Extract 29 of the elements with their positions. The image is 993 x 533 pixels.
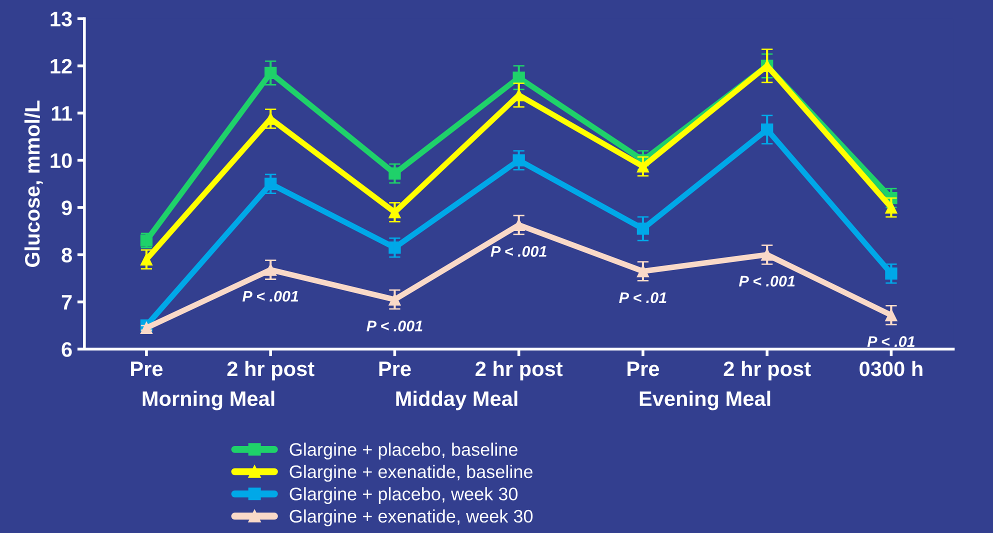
text: Evening Meal bbox=[640, 390, 770, 410]
annotation: P < .001 bbox=[366, 320, 422, 332]
y-tick-label: 6 bbox=[62, 342, 72, 357]
y-tick-label: 10 bbox=[50, 153, 72, 168]
y-axis-title: Glucose, mmol/L bbox=[24, 100, 43, 267]
text: Morning Meal bbox=[142, 390, 274, 410]
x-tick-label: 2 hr post bbox=[227, 360, 314, 380]
y-tick-label: 13 bbox=[50, 12, 72, 26]
annotation: P < .01 bbox=[619, 292, 666, 304]
annotation: P < .001 bbox=[490, 246, 546, 257]
x-tick-label: 0300 h bbox=[860, 360, 922, 376]
text: Midday Meal bbox=[396, 390, 518, 410]
x-tick-label: Pre bbox=[131, 362, 163, 376]
legend-label: Glargine + placebo, baseline bbox=[290, 442, 518, 460]
x-tick-label: Pre bbox=[628, 362, 660, 376]
legend-label: Glargine + exenatide, baseline bbox=[290, 464, 532, 482]
y-tick-label: 9 bbox=[62, 200, 72, 216]
y-tick-label: 11 bbox=[52, 106, 72, 121]
legend-label: Glargine + exenatide, week 30 bbox=[290, 509, 533, 526]
y-tick-label: 7 bbox=[62, 295, 72, 310]
legend-label: Glargine + placebo, week 30 bbox=[290, 487, 518, 504]
annotation: P < .001 bbox=[242, 290, 298, 302]
annotation: P < .01 bbox=[867, 336, 915, 348]
annotation: P < .001 bbox=[738, 276, 795, 287]
y-tick-label: 12 bbox=[50, 58, 72, 74]
x-tick-label: Pre bbox=[379, 362, 411, 376]
x-tick-label: 2 hr post bbox=[476, 360, 563, 380]
x-tick-label: 2 hr post bbox=[724, 360, 811, 380]
y-tick-label: 8 bbox=[62, 248, 72, 262]
